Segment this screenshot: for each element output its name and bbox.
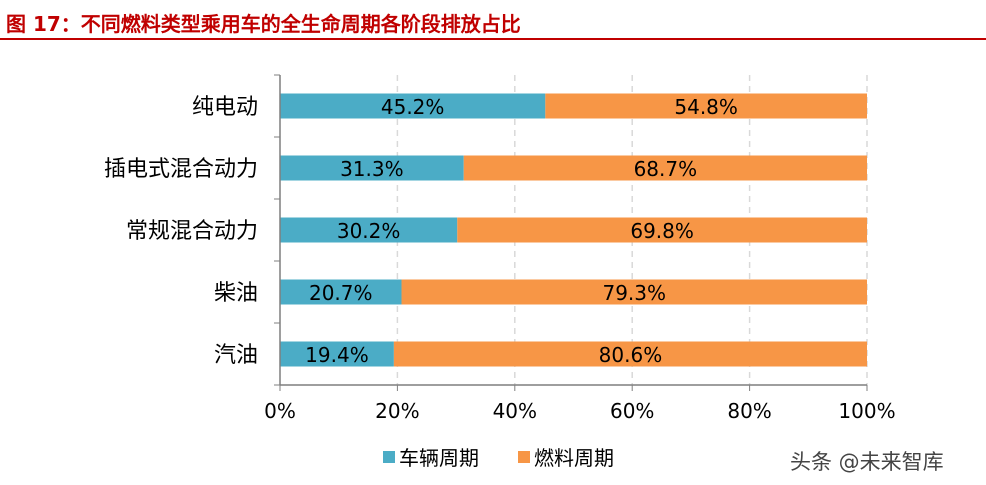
bar-vehicle-cycle — [280, 279, 402, 305]
category-label: 常规混合动力 — [126, 219, 258, 244]
legend-label: 车辆周期 — [399, 446, 479, 470]
bar-fuel-cycle — [463, 155, 867, 181]
data-label: 20.7% — [309, 281, 373, 305]
legend-swatch-fuel-cycle — [518, 451, 530, 463]
bar-fuel-cycle — [401, 279, 867, 305]
figure-title: 图 17：不同燃料类型乘用车的全生命周期各阶段排放占比 — [6, 12, 521, 36]
bar-vehicle-cycle — [280, 155, 464, 181]
data-label: 31.3% — [340, 157, 404, 181]
x-tick-label: 80% — [727, 399, 771, 423]
data-label: 79.3% — [602, 281, 666, 305]
category-label: 插电式混合动力 — [104, 157, 258, 182]
bar-vehicle-cycle — [280, 217, 458, 243]
x-tick-label: 60% — [610, 399, 654, 423]
bar-fuel-cycle — [393, 341, 867, 367]
bar-vehicle-cycle — [280, 93, 546, 119]
bar-fuel-cycle — [457, 217, 867, 243]
legend-swatch-vehicle-cycle — [383, 451, 395, 463]
x-tick-label: 100% — [838, 399, 895, 423]
x-tick-label: 0% — [264, 399, 296, 423]
bar-vehicle-cycle — [280, 341, 394, 367]
data-label: 30.2% — [337, 219, 401, 243]
data-label: 80.6% — [599, 343, 663, 367]
category-label: 汽油 — [214, 343, 258, 368]
watermark: 头条 @未来智库 — [790, 450, 944, 474]
x-tick-label: 40% — [493, 399, 537, 423]
data-label: 54.8% — [674, 95, 738, 119]
data-label: 68.7% — [634, 157, 698, 181]
category-label: 纯电动 — [192, 95, 258, 120]
legend-label: 燃料周期 — [534, 446, 614, 470]
data-label: 19.4% — [305, 343, 369, 367]
category-label: 柴油 — [214, 281, 258, 306]
data-label: 69.8% — [630, 219, 694, 243]
title-divider — [0, 38, 986, 40]
data-label: 45.2% — [381, 95, 445, 119]
bar-fuel-cycle — [545, 93, 867, 119]
x-tick-label: 20% — [375, 399, 419, 423]
